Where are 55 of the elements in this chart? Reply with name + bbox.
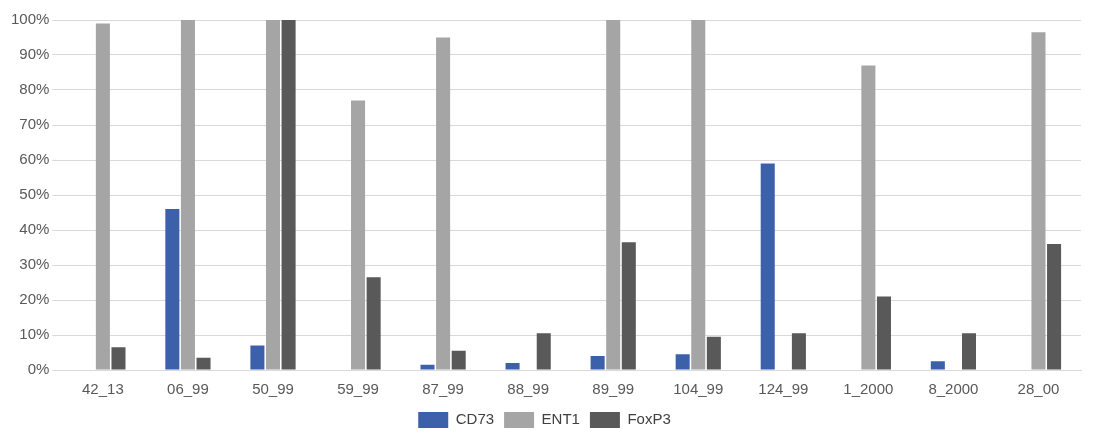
y-tick-label: 0%: [27, 360, 50, 378]
y-tick-label: 60%: [19, 150, 50, 168]
bar: [590, 356, 605, 370]
y-tick-label: 70%: [19, 115, 50, 133]
x-tick-label: 87_99: [422, 380, 464, 398]
x-tick-label: 59_99: [337, 380, 379, 398]
bar: [420, 364, 435, 370]
y-tick-label: 100%: [10, 10, 50, 28]
bar: [180, 20, 195, 370]
x-tick-label: 50_99: [252, 380, 294, 398]
bar: [962, 333, 977, 370]
x-tick-label: 124_99: [758, 380, 809, 398]
bar: [111, 347, 126, 370]
bar: [675, 354, 690, 370]
bar: [760, 163, 775, 370]
bar: [861, 65, 876, 370]
legend-label: FoxP3: [627, 410, 671, 428]
legend-label: CD73: [455, 410, 495, 428]
bar: [196, 357, 211, 370]
y-tick-label: 80%: [19, 80, 50, 98]
bar: [706, 336, 721, 370]
y-tick-label: 30%: [19, 255, 50, 273]
x-tick-label: 1_2000: [843, 380, 894, 398]
bar: [165, 209, 180, 370]
y-tick-label: 40%: [19, 220, 50, 238]
bar: [621, 242, 636, 370]
x-tick-label: 89_99: [592, 380, 635, 398]
y-tick-label: 50%: [19, 185, 50, 203]
y-tick-label: 20%: [19, 290, 50, 308]
x-tick-label: 88_99: [507, 380, 550, 398]
bar: [366, 277, 381, 370]
bar: [791, 333, 806, 370]
bar: [505, 363, 520, 370]
bar: [606, 20, 621, 370]
x-tick-label: 06_99: [167, 380, 209, 398]
bar: [451, 350, 466, 370]
x-tick-label: 8_2000: [928, 380, 979, 398]
bar: [1031, 32, 1046, 370]
bar: [265, 20, 281, 370]
legend-label: ENT1: [541, 410, 580, 428]
y-tick-label: 90%: [19, 45, 50, 63]
y-tick-label: 10%: [19, 325, 50, 343]
bar: [95, 23, 110, 370]
bar: [250, 345, 265, 370]
x-tick-label: 42_13: [82, 380, 124, 398]
bar: [930, 361, 945, 370]
x-tick-label: 104_99: [673, 380, 724, 398]
bar: [436, 37, 451, 370]
bar: [536, 333, 551, 370]
bar: [876, 296, 891, 370]
bar: [281, 20, 296, 370]
x-tick-label: 28_00: [1017, 380, 1060, 398]
bar: [1047, 244, 1062, 370]
bar: [691, 20, 706, 370]
bar: [351, 100, 366, 370]
